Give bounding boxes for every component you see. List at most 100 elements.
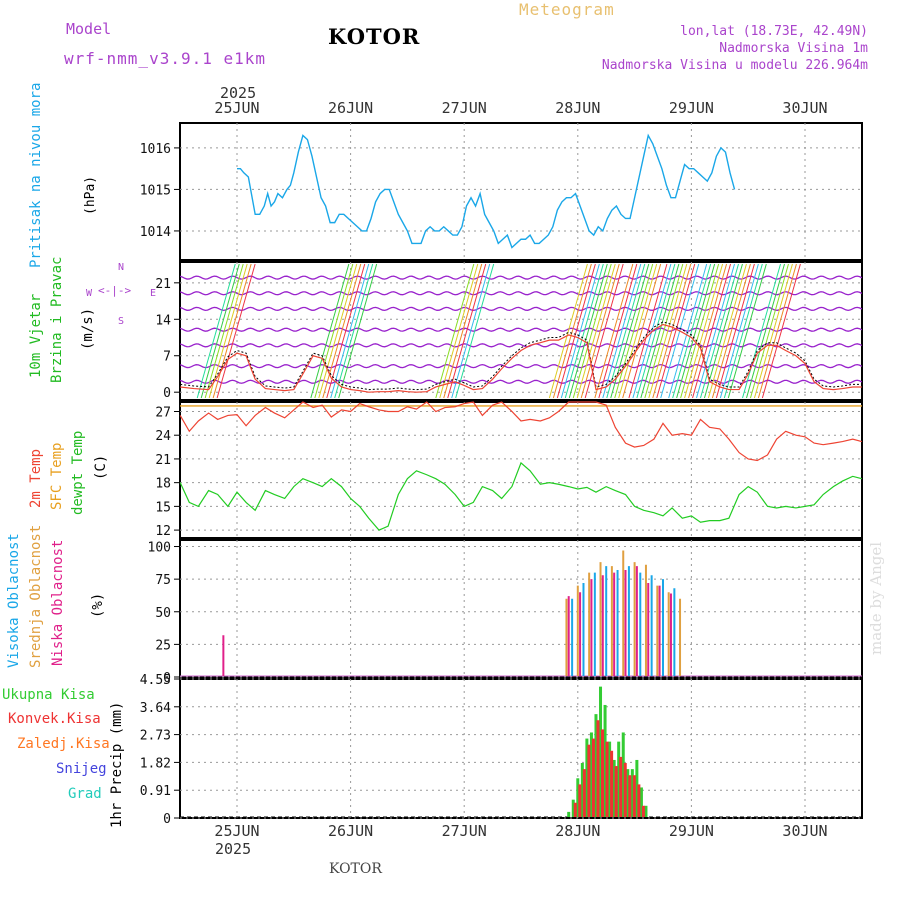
wind-arrow <box>330 263 370 399</box>
precip-bar <box>591 738 595 817</box>
compass-south: S <box>118 316 125 327</box>
top-day-label: 26JUN <box>328 99 373 117</box>
wind-arrow <box>715 263 755 399</box>
precip-bar <box>628 775 632 817</box>
wind-arrow <box>568 263 608 399</box>
precip-frozen-label: Zaledj.Kisa <box>17 736 110 752</box>
wind-arrow <box>435 263 475 399</box>
wind-ytick-label: 0 <box>163 386 171 401</box>
precip-bar <box>639 787 643 817</box>
top-day-label: 27JUN <box>442 99 487 117</box>
precip-bar <box>576 778 580 817</box>
wind-arrow <box>622 263 662 399</box>
precip-ytick-label: 0 <box>163 812 171 827</box>
precip-bar <box>626 769 630 817</box>
precip-bar <box>612 759 616 817</box>
wind-arrow <box>606 263 646 399</box>
cloud-frame <box>179 539 863 678</box>
cloud-ytick-label: 25 <box>155 638 171 653</box>
wind-arrow <box>216 263 256 399</box>
wind-arrow <box>560 263 600 399</box>
precip-ytick-label: 2.73 <box>140 729 171 744</box>
wind-arrow <box>753 263 793 399</box>
top-day-label: 28JUN <box>555 99 600 117</box>
precip-grad-label: Grad <box>68 786 102 802</box>
precip-bar <box>608 741 612 817</box>
compass-north: N <box>118 262 125 273</box>
precip-bar <box>571 799 575 817</box>
wind-arrow <box>618 263 658 399</box>
wind-arrow <box>548 263 588 399</box>
wind-arrow <box>636 263 676 399</box>
wind-arrow <box>576 263 616 399</box>
wind-arrow <box>652 263 692 399</box>
temperature-ytick-label: 27 <box>155 405 171 420</box>
cloud-ytick-label: 100 <box>148 541 171 556</box>
precip-bar <box>623 763 627 817</box>
precip-frame <box>179 678 863 819</box>
wind-arrow <box>719 263 759 399</box>
cloud-ytick-label: 50 <box>155 606 171 621</box>
precip-bar <box>603 704 607 817</box>
wind-arrow <box>761 263 801 399</box>
wind-arrow <box>742 263 782 399</box>
wind-arrow <box>204 263 244 399</box>
model-name: wrf-nmm_v3.9.1 e1km <box>64 49 267 68</box>
precip-ytick-label: 3.64 <box>140 701 171 716</box>
bottom-day-label: 25JUN <box>214 822 259 840</box>
wind-arrow <box>711 263 751 399</box>
precip-bar <box>594 714 598 817</box>
bottom-day-label: 26JUN <box>328 822 373 840</box>
precip-bar <box>632 775 636 817</box>
precip-bar <box>585 738 589 817</box>
wind-arrow <box>447 263 487 399</box>
wind-arrow <box>439 263 479 399</box>
wind-arrow <box>318 263 358 399</box>
precip-bar <box>580 763 584 817</box>
wind-arrow <box>208 263 248 399</box>
precip-ytick-label: 1.82 <box>140 756 171 771</box>
wind-arrow <box>723 263 763 399</box>
wind-arrow <box>648 263 688 399</box>
wind-speed-line <box>180 321 862 391</box>
top-day-label: 29JUN <box>669 99 714 117</box>
wind-arrow <box>580 263 620 399</box>
precip-ytick-label: 4.55 <box>140 673 171 688</box>
precip-bar <box>641 805 645 817</box>
year-top: 2025 <box>220 84 257 102</box>
wind-arrow <box>688 263 728 399</box>
wind-arrow <box>564 263 604 399</box>
station-title: KOTOR <box>328 24 421 49</box>
wind-arrow <box>212 263 252 399</box>
wind-direction-line <box>179 379 863 384</box>
wind-arrow <box>338 263 378 399</box>
precip-ytick-label: 0.91 <box>140 784 171 799</box>
wind-arrow <box>602 263 642 399</box>
wind-arrow <box>703 263 743 399</box>
wind-arrow <box>700 263 739 399</box>
wind-arrow <box>614 263 654 399</box>
cloud-ytick-label: 75 <box>155 573 171 588</box>
pressure-ytick-label: 1014 <box>140 225 171 240</box>
elevation-label: Nadmorska Visina 1m <box>719 41 868 56</box>
wind-ytick-label: 21 <box>155 277 171 292</box>
wind-direction-line <box>179 343 863 348</box>
precip-bar <box>587 744 591 817</box>
pressure-line <box>237 133 736 249</box>
chart-title: Meteogram <box>519 0 615 19</box>
precip-bar <box>596 720 600 817</box>
wind-arrow <box>326 263 366 399</box>
precip-bar <box>630 769 634 817</box>
temp-2m-line <box>179 401 862 462</box>
wind-arrow <box>628 263 668 399</box>
wind-arrow <box>746 263 785 399</box>
wind-ytick-label: 14 <box>155 313 171 328</box>
bottom-day-label: 29JUN <box>669 822 714 840</box>
wind-gust-line <box>180 323 862 393</box>
wind-arrow <box>200 263 240 399</box>
wind-arrow <box>727 263 767 399</box>
precip-bar <box>619 756 623 817</box>
wind-arrow <box>552 263 592 399</box>
